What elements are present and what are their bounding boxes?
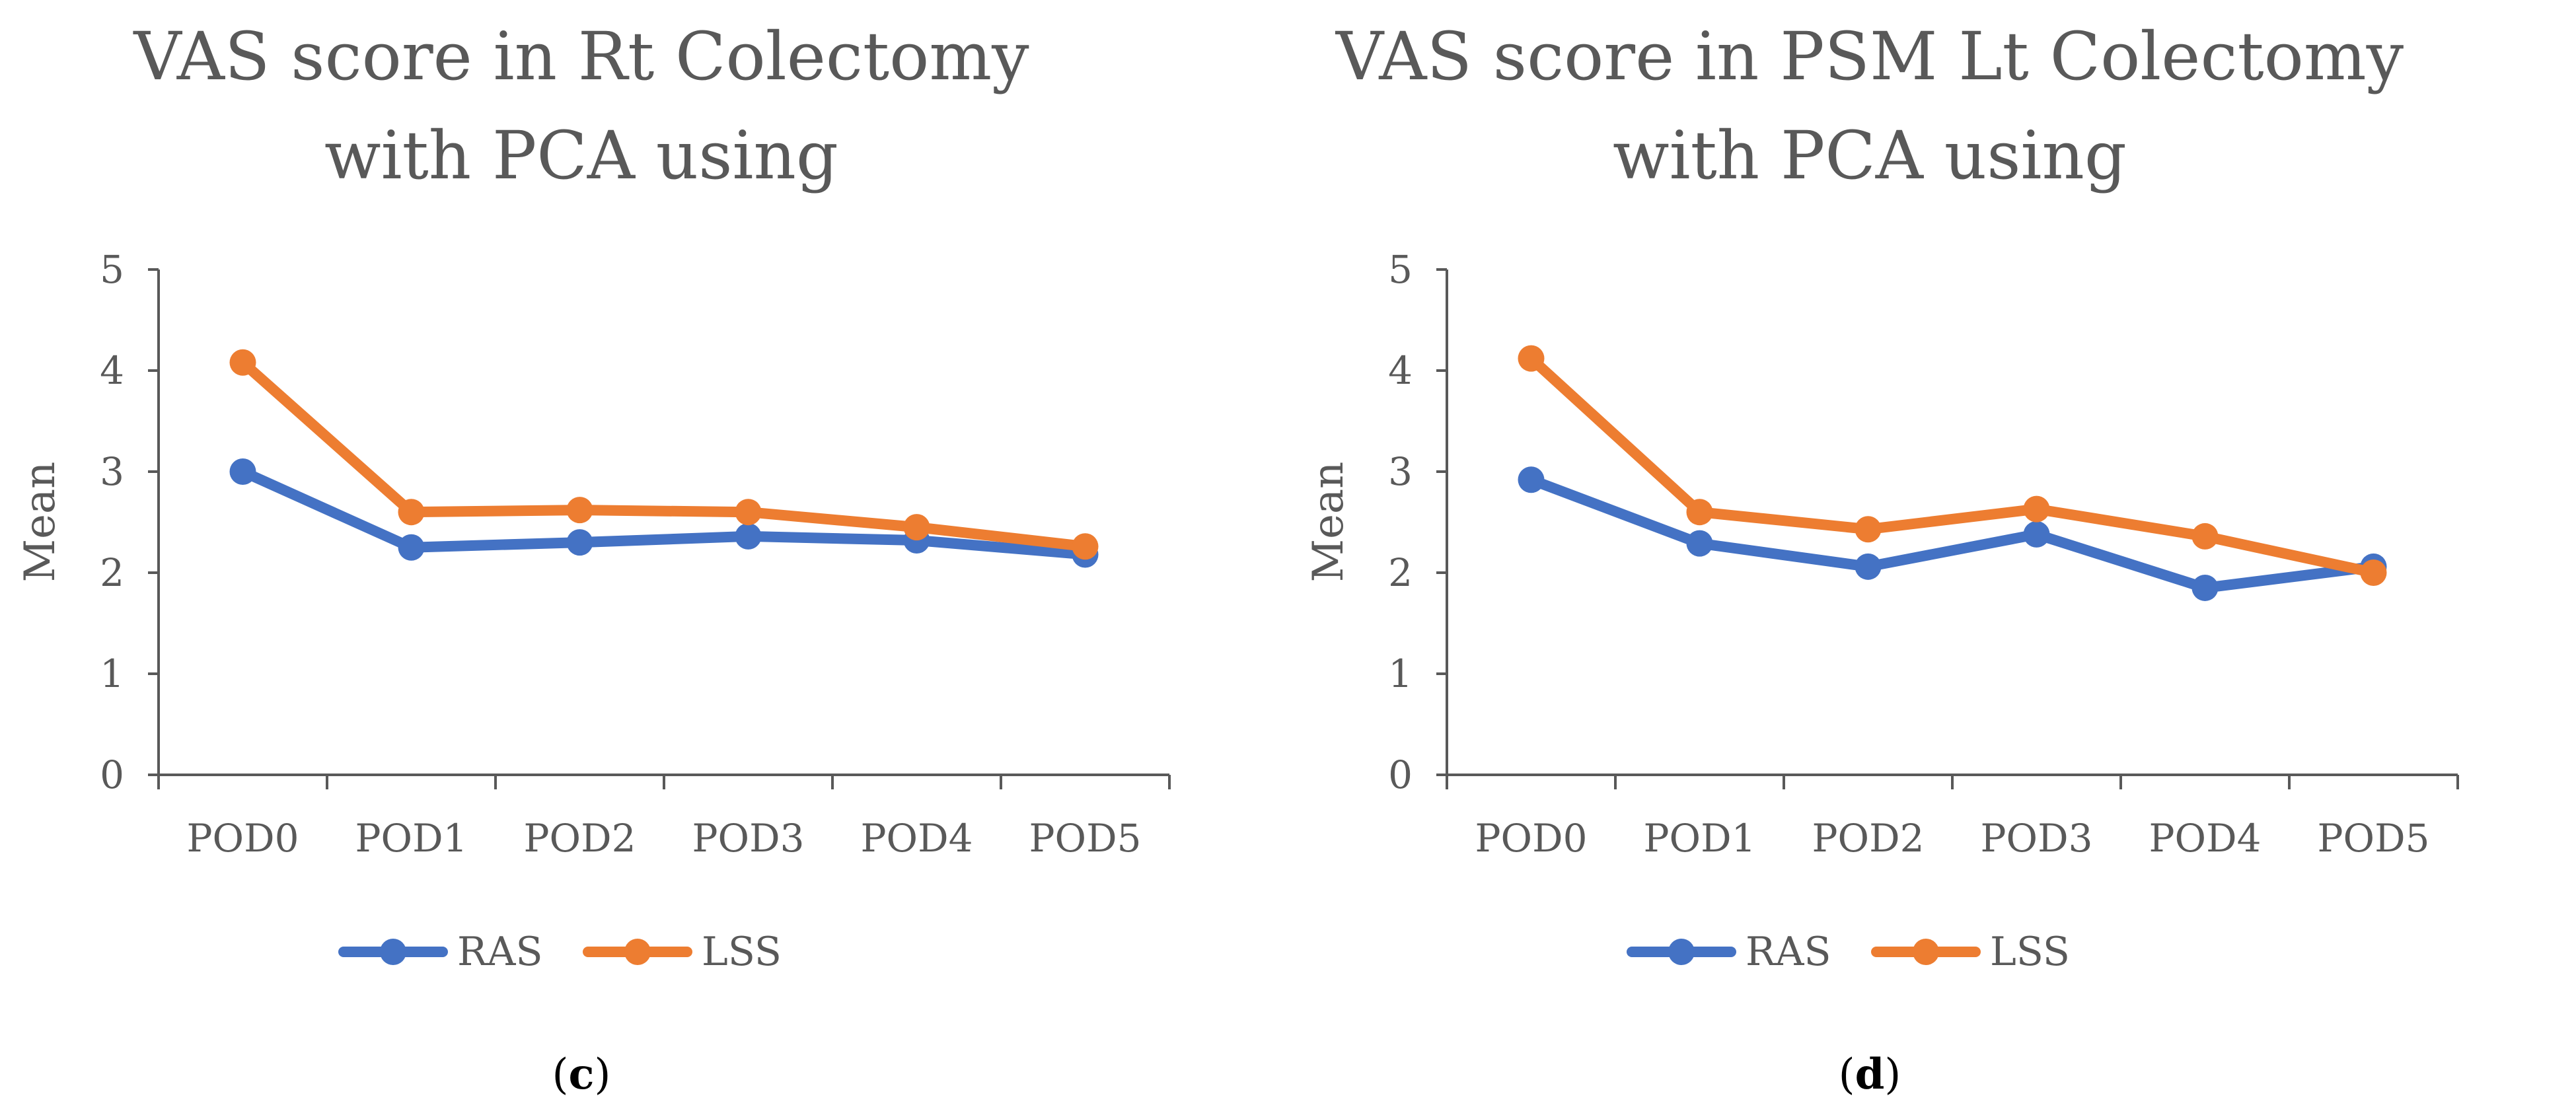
data-point-lss [1072,533,1099,560]
data-point-lss [2360,559,2387,586]
data-point-lss [1686,499,1713,526]
data-point-ras [566,529,593,556]
y-tick-label: 3 [1388,449,1413,494]
y-tick-label: 0 [1388,752,1413,797]
y-tick-label: 2 [100,550,124,595]
x-tick-label: POD3 [1981,816,2093,861]
x-tick-label: POD1 [355,816,468,861]
y-tick-label: 5 [100,247,124,292]
data-point-ras [2191,574,2219,601]
legend-label-ras: RAS [457,929,543,975]
x-tick-label: POD5 [2318,816,2430,861]
legend-label-lss: LSS [702,929,782,975]
data-point-ras [735,522,762,550]
data-point-lss [398,499,425,526]
legend-marker-ras [380,939,406,965]
chart-title-line-1: VAS score in PSM Lt Colectomy [1335,18,2404,95]
figure-caption: (c) [552,1050,611,1099]
legend-marker-lss [1913,939,1939,965]
data-point-ras [398,534,425,561]
x-tick-label: POD5 [1029,816,1142,861]
series-line-lss [1526,353,2379,578]
caption-letter: c [569,1050,595,1099]
chart-title-line-2: with PCA using [1613,117,2127,194]
legend-marker-lss [624,939,651,965]
y-tick-label: 5 [1388,247,1413,292]
y-tick-label: 1 [1388,651,1413,696]
chart-panel-c: VAS score in Rt Colectomy with PCA using… [16,18,1171,1099]
series-line-lss [237,357,1091,552]
data-point-ras [1518,466,1545,493]
data-point-lss [2023,495,2050,522]
x-tick-label: POD4 [2149,816,2262,861]
data-point-ras [1686,530,1713,557]
line-chart-c: VAS score in Rt Colectomy with PCA using… [16,18,1171,1099]
data-point-lss [229,349,256,376]
chart-title-line-1: VAS score in Rt Colectomy [133,18,1029,95]
data-point-lss [1518,345,1545,372]
x-tick-label: POD2 [1812,816,1925,861]
y-tick-label: 1 [100,651,124,696]
x-tick-label: POD0 [187,816,299,861]
series-line-ras [237,466,1091,560]
data-point-ras [1855,553,1882,580]
caption-open-paren: ( [552,1050,569,1099]
data-point-ras [2023,521,2050,548]
data-point-lss [566,497,593,524]
data-point-lss [2191,522,2219,550]
caption-letter: d [1855,1050,1885,1099]
legend-marker-ras [1668,939,1695,965]
data-point-ras [229,458,256,485]
y-tick-label: 3 [100,449,124,494]
y-axis-title: Mean [1304,462,1353,583]
x-tick-label: POD4 [861,816,973,861]
chart-title-line-2: with PCA using [324,117,838,194]
y-tick-label: 4 [1388,348,1413,393]
x-tick-label: POD2 [524,816,636,861]
legend-label-ras: RAS [1746,929,1831,975]
chart-panel-d: VAS score in PSM Lt Colectomy with PCA u… [1288,0,2576,1117]
y-tick-label: 2 [1388,550,1413,595]
line-chart-d: VAS score in PSM Lt Colectomy with PCA u… [1304,18,2459,1099]
x-tick-label: POD3 [692,816,805,861]
y-tick-label: 4 [100,348,124,393]
series-line-ras [1526,474,2379,593]
data-point-lss [1855,516,1882,543]
caption-close-paren: ) [594,1050,610,1099]
caption-close-paren: ) [1884,1050,1901,1099]
x-tick-label: POD1 [1644,816,1756,861]
data-point-lss [903,514,930,541]
y-tick-label: 0 [100,752,124,797]
legend-label-lss: LSS [1990,929,2070,975]
x-tick-label: POD0 [1475,816,1588,861]
figure-caption: (d) [1839,1050,1901,1099]
y-axis-title: Mean [16,462,65,583]
data-point-lss [735,499,762,526]
caption-open-paren: ( [1839,1050,1855,1099]
